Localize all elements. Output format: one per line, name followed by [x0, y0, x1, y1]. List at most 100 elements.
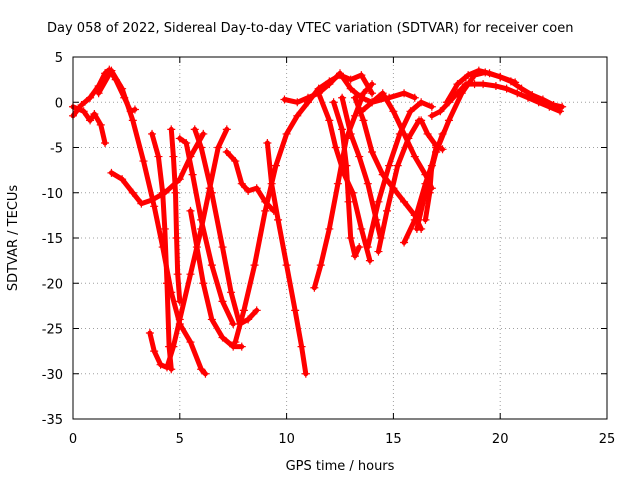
data-point-marker [137, 199, 146, 208]
data-point-marker [438, 145, 447, 154]
data-point-marker [410, 93, 419, 102]
data-point-marker [154, 152, 163, 161]
data-point-marker [346, 75, 355, 84]
data-point-marker [244, 315, 253, 324]
data-point-marker [118, 175, 127, 184]
data-point-marker [333, 179, 342, 188]
data-point-marker [338, 93, 347, 102]
series-arc-13 [263, 138, 310, 378]
data-point-marker [464, 71, 473, 80]
data-point-marker [280, 95, 289, 104]
data-point-marker [363, 179, 372, 188]
data-point-marker [162, 279, 171, 288]
data-point-marker [218, 243, 227, 252]
data-point-marker [148, 195, 157, 204]
data-point-marker [444, 116, 453, 125]
series-arc-9 [190, 125, 261, 328]
data-point-marker [329, 98, 338, 107]
data-point-marker [350, 252, 359, 261]
data-point-marker [496, 72, 505, 81]
data-point-marker [346, 129, 355, 138]
data-point-marker [331, 143, 340, 152]
data-point-marker [222, 125, 231, 134]
series-arc-14 [280, 69, 419, 107]
data-point-marker [485, 69, 494, 78]
data-point-marker [274, 215, 283, 224]
grid [73, 57, 607, 419]
data-point-marker [175, 315, 184, 324]
data-point-marker [417, 116, 426, 125]
data-point-marker [502, 84, 511, 93]
y-tick-label: -5 [50, 142, 63, 157]
data-point-marker [197, 365, 206, 374]
data-point-marker [218, 333, 227, 342]
data-point-marker [355, 243, 364, 252]
data-point-marker [325, 116, 334, 125]
data-point-marker [237, 179, 246, 188]
data-point-marker [162, 363, 171, 372]
data-point-marker [173, 270, 182, 279]
data-point-marker [310, 283, 319, 292]
data-point-marker [325, 224, 334, 233]
series-line [422, 145, 439, 223]
data-point-marker [368, 148, 377, 157]
data-point-marker [150, 202, 159, 211]
data-point-marker [199, 279, 208, 288]
data-point-marker [145, 329, 154, 338]
data-point-marker [423, 129, 432, 138]
data-point-marker [368, 80, 377, 89]
data-point-marker [86, 93, 95, 102]
data-point-marker [250, 261, 259, 270]
x-tick-label: 0 [69, 432, 77, 447]
data-point-marker [169, 152, 178, 161]
data-point-marker [303, 93, 312, 102]
data-point-marker [427, 102, 436, 111]
data-point-marker [301, 369, 310, 378]
data-point-marker [169, 342, 178, 351]
data-point-marker [282, 129, 291, 138]
series-line [282, 70, 418, 105]
series-line [358, 90, 435, 191]
data-point-marker [186, 338, 195, 347]
y-tick-label: -30 [42, 368, 63, 383]
y-axis-label: SDTVAR / TECUs [6, 185, 21, 292]
data-point-marker [261, 206, 270, 215]
data-point-marker [79, 107, 88, 116]
data-point-marker [385, 161, 394, 170]
data-point-marker [350, 93, 359, 102]
data-point-marker [338, 125, 347, 134]
series-arc-3 [94, 66, 210, 378]
x-tick-label: 15 [385, 432, 402, 447]
series-line [70, 104, 108, 146]
data-point-marker [167, 125, 176, 134]
data-point-marker [538, 95, 547, 104]
data-point-marker [427, 161, 436, 170]
y-tick-label: 0 [55, 96, 63, 111]
data-point-marker [231, 338, 240, 347]
data-point-marker [389, 107, 398, 116]
x-tick-label: 25 [599, 432, 616, 447]
data-point-marker [438, 129, 447, 138]
plot-frame [72, 56, 608, 420]
data-point-marker [190, 125, 199, 134]
data-point-marker [160, 224, 169, 233]
data-series [69, 65, 567, 378]
data-point-marker [342, 161, 351, 170]
data-point-marker [406, 107, 415, 116]
data-point-marker [359, 116, 368, 125]
data-point-marker [239, 306, 248, 315]
data-point-marker [150, 347, 159, 356]
x-tick-label: 10 [278, 432, 295, 447]
y-tick-label: 5 [55, 51, 63, 66]
data-point-marker [325, 80, 334, 89]
data-point-marker [207, 261, 216, 270]
data-point-marker [156, 360, 165, 369]
series-arc-28 [417, 116, 447, 154]
data-point-marker [350, 111, 359, 120]
data-point-marker [368, 98, 377, 107]
data-point-marker [442, 98, 451, 107]
y-tick-label: -15 [42, 232, 63, 247]
data-point-marker [207, 188, 216, 197]
series-arc-7 [167, 125, 184, 306]
data-point-marker [128, 188, 137, 197]
